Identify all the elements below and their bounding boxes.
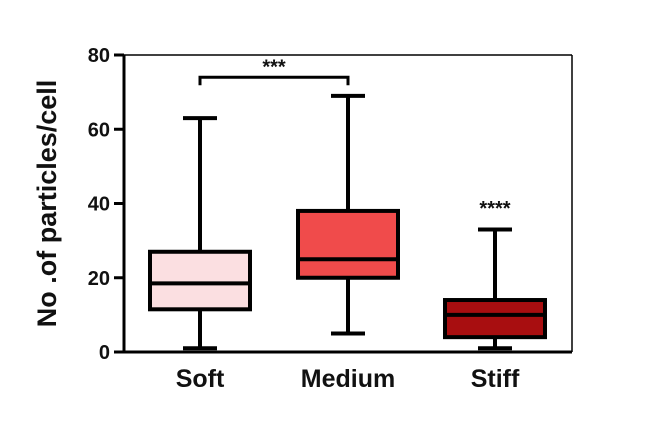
significance-label-bracket: *** — [262, 56, 286, 78]
x-category-label-medium: Medium — [301, 365, 395, 393]
y-tick-label-0: 0 — [99, 342, 110, 364]
y-tick-label-60: 60 — [88, 119, 110, 141]
y-axis-label: No .of particles/cell — [32, 80, 62, 328]
significance-label-stiff: **** — [479, 198, 510, 220]
x-category-label-stiff: Stiff — [471, 365, 520, 393]
y-tick-label-20: 20 — [88, 268, 110, 290]
significance-bracket — [198, 75, 350, 86]
y-tick-label-40: 40 — [88, 194, 110, 216]
box-medium — [296, 208, 400, 280]
x-category-label-soft: Soft — [176, 365, 225, 393]
y-tick-label-80: 80 — [88, 45, 110, 67]
box-soft — [148, 249, 252, 312]
box-stiff — [443, 298, 547, 340]
